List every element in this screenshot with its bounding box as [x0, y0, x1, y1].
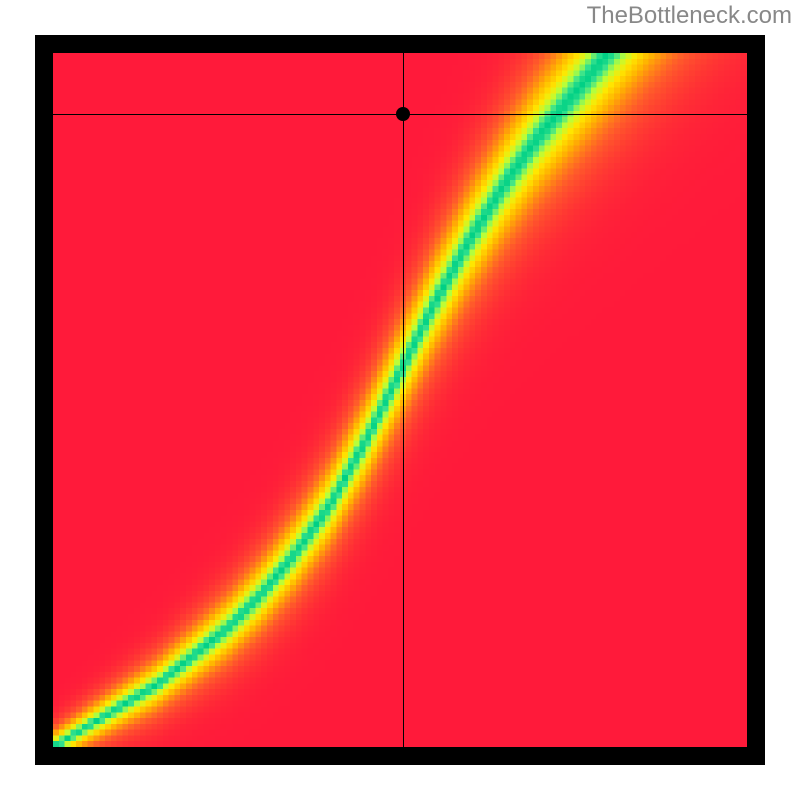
chart-container: TheBottleneck.com — [0, 0, 800, 800]
watermark-text: TheBottleneck.com — [587, 2, 792, 30]
heatmap-canvas — [53, 53, 747, 747]
crosshair-marker — [396, 107, 410, 121]
crosshair-vertical — [403, 53, 404, 747]
